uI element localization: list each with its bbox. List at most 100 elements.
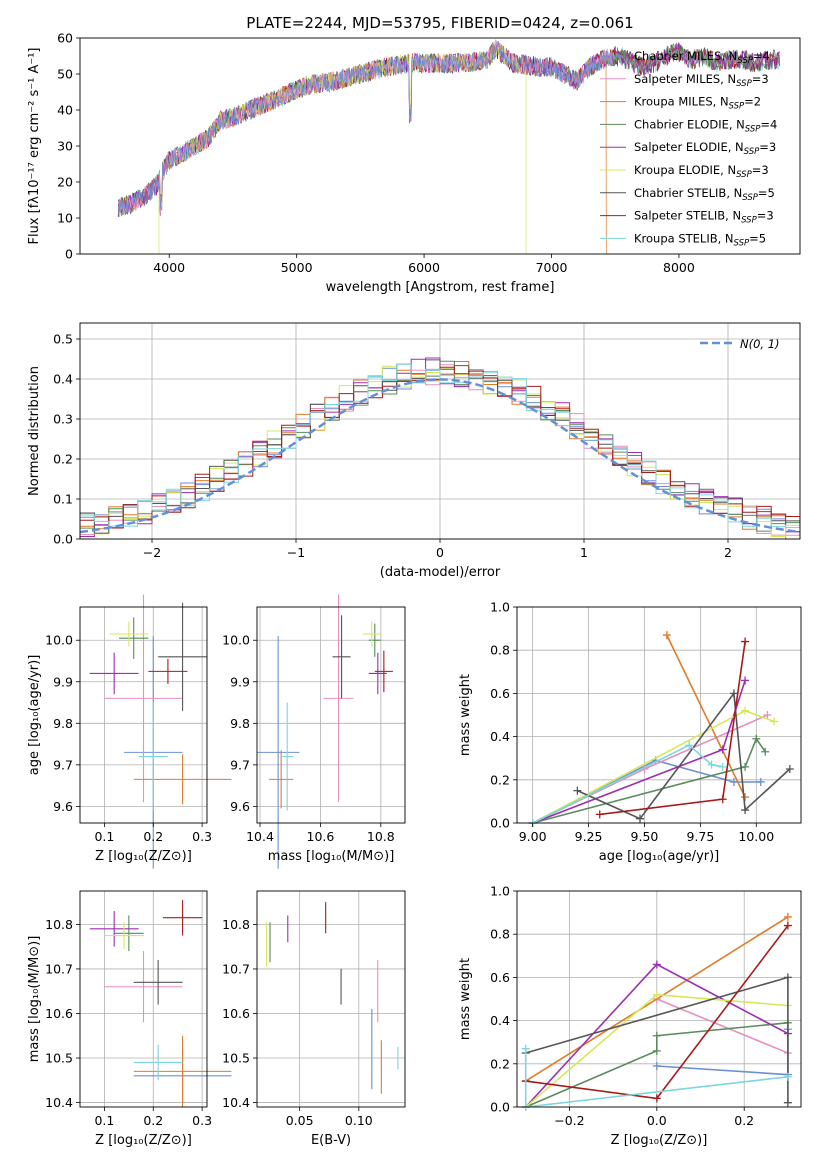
- legend-label-text: Chabrier MILES, N: [634, 49, 737, 63]
- age_vs_mass-marks: [257, 594, 393, 869]
- legend-subscript: SSP: [736, 79, 752, 89]
- weight-marker: [783, 1072, 792, 1081]
- legend-label: Chabrier ELODIE, NSSP=4: [634, 117, 777, 134]
- x-tick-label: 9.50: [631, 829, 659, 844]
- weight-marker: [521, 1044, 530, 1053]
- weight-marker: [756, 777, 765, 786]
- weight-marker: [652, 960, 661, 969]
- x-tick-label: 7000: [536, 260, 568, 275]
- weight-line-chabrier-miles: [656, 1029, 789, 1076]
- y-tick-label: 0.0: [53, 532, 73, 547]
- axes-frame: [516, 606, 802, 824]
- spectrum-panel: 4000 5000 6000 7000 8000 0 10 20 30 40 50 60 wavelen…: [27, 31, 801, 295]
- x-tick-label: 8000: [663, 260, 695, 275]
- spectrum-marks: [117, 39, 780, 254]
- y-tick-label: 30: [57, 139, 73, 154]
- y-tick-label: 0.4: [490, 1013, 510, 1028]
- weight-marker: [685, 741, 694, 750]
- y-axis-label: age [log₁₀(age/yr)]: [27, 655, 42, 776]
- weight-line-kroupa-miles: [525, 916, 789, 1082]
- mass_vs_ebv-panel: 0.05 0.10 10.4 10.5 10.6 10.7 10.8 E(B-V): [222, 890, 406, 1148]
- weight-marker: [662, 631, 671, 640]
- x-tick-label: 10.8: [367, 829, 395, 844]
- weight-marker: [652, 1046, 661, 1055]
- y-axis-label: mass weight: [458, 674, 473, 756]
- y-tick-label: 0.8: [490, 643, 510, 658]
- y-tick-label: 0.5: [53, 332, 73, 347]
- legend-subscript: SSP: [745, 124, 761, 134]
- observed-spectrum-line: [602, 48, 780, 71]
- y-tick-label: 10.4: [222, 1095, 250, 1110]
- legend-label-text: Salpeter STELIB, N: [634, 209, 741, 223]
- legend-value: =4: [760, 117, 777, 131]
- legend-value: =2: [744, 95, 761, 109]
- y-tick-label: 0.4: [53, 372, 73, 387]
- age_vs_Z-panel: 0.1 0.2 0.3 9.6 9.7 9.8 9.9 10.0 Z [log₁₀(Z/Z⊙)]…: [27, 594, 232, 869]
- axes-frame: [79, 890, 208, 1108]
- weight-marker: [741, 637, 750, 646]
- y-tick-label: 40: [57, 103, 73, 118]
- x-axis-label: Z [log₁₀(Z/Z⊙)]: [95, 849, 192, 864]
- age_vs_Z-marks: [89, 594, 232, 869]
- legend-value: =3: [752, 72, 769, 86]
- x-tick-label: 0: [436, 545, 444, 560]
- y-tick-label: 9.7: [230, 757, 250, 772]
- weight-marker: [741, 793, 750, 802]
- legend-label: Chabrier MILES, NSSP=4: [634, 49, 770, 66]
- weight-line-salpeter-elodie: [532, 680, 746, 824]
- y-axis-label: Normed distribution: [27, 366, 42, 496]
- x-tick-label: 9.75: [686, 829, 714, 844]
- y-tick-label: 9.6: [53, 799, 73, 814]
- legend-value: =5: [749, 231, 766, 245]
- y-tick-label: 9.9: [230, 674, 250, 689]
- weight-marker: [718, 762, 727, 771]
- histogram-legend: N(0, 1): [700, 337, 780, 351]
- y-tick-label: 0.0: [490, 1100, 510, 1115]
- x-tick-label: 6000: [408, 260, 440, 275]
- x-tick-label: 1: [580, 545, 588, 560]
- y-tick-label: 10.0: [222, 633, 250, 648]
- legend-subscript: SSP: [744, 147, 760, 157]
- axes-frame: [256, 606, 406, 824]
- y-tick-label: 0.1: [53, 492, 73, 507]
- weight-marker: [752, 734, 761, 743]
- weight-marker: [573, 786, 582, 795]
- x-tick-label: 0.3: [192, 829, 212, 844]
- legend-label: Kroupa ELODIE, NSSP=3: [634, 163, 769, 180]
- legend-label-text: Kroupa ELODIE, N: [634, 163, 736, 177]
- weight-marker: [783, 1098, 792, 1107]
- legend-label: Chabrier STELIB, NSSP=5: [634, 186, 775, 203]
- y-tick-label: 10.0: [45, 633, 73, 648]
- histogram-kroupa-stelib: [80, 363, 800, 539]
- x-tick-label: 9.25: [575, 829, 603, 844]
- mass_vs_Z-marks: [89, 899, 232, 1107]
- weight-marker: [785, 765, 794, 773]
- weight-marker: [718, 745, 727, 754]
- weight-line-kroupa-stelib: [532, 744, 723, 824]
- mass_vs_Z-panel: 0.1 0.2 0.3 10.4 10.5 10.6 10.7 10.8 Z [log₁₀(Z/…: [27, 890, 232, 1148]
- weight-marker: [595, 810, 604, 819]
- y-tick-label: 9.7: [53, 757, 73, 772]
- x-axis-label: E(B-V): [311, 1133, 351, 1148]
- y-tick-label: 10.6: [45, 1006, 73, 1021]
- spectrum-line-chabrier-miles: [117, 41, 613, 217]
- y-tick-label: 0.6: [490, 970, 510, 985]
- x-axis-label: Z [log₁₀(Z/Z⊙)]: [95, 1133, 192, 1148]
- x-tick-label: 10.4: [246, 829, 274, 844]
- weight-marker: [729, 689, 738, 698]
- x-tick-label: 9.00: [519, 829, 547, 844]
- legend-value: =3: [759, 140, 776, 154]
- x-tick-label: 10.00: [738, 829, 774, 844]
- axes-frame: [256, 890, 406, 1108]
- y-tick-label: 60: [57, 31, 73, 46]
- weight-marker: [652, 1031, 661, 1040]
- x-tick-label: 2: [724, 545, 732, 560]
- y-tick-label: 10.7: [45, 961, 73, 976]
- legend-subscript: SSP: [734, 238, 750, 248]
- y-tick-label: 10.7: [222, 961, 250, 976]
- legend-subscript: SSP: [741, 216, 757, 226]
- x-tick-label: −2: [143, 545, 161, 560]
- y-tick-label: 50: [57, 67, 73, 82]
